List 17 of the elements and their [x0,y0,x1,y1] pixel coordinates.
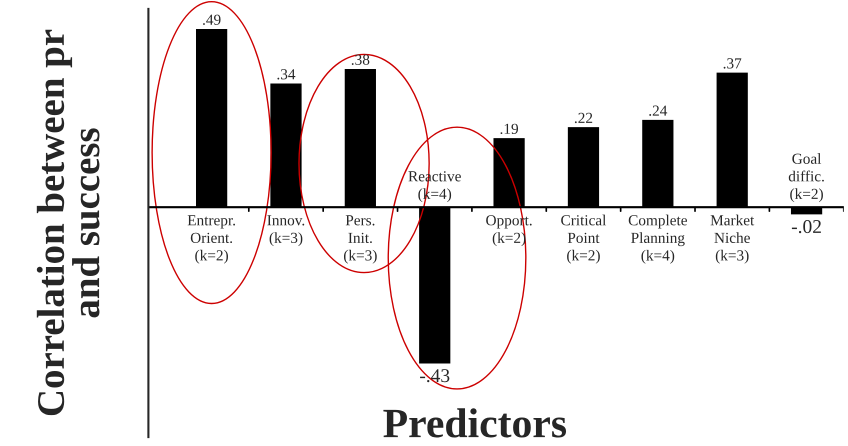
x-axis-title: Predictors [383,408,566,438]
x-tick-label: Market Niche (k=3) [710,214,754,264]
x-tick-label: Innov. (k=3) [267,215,304,246]
data-label: .38 [352,54,370,65]
x-tick-label: Goal diffic. (k=2) [788,153,824,202]
x-tick-label: Pers. Init. (k=3) [344,215,377,264]
x-tick-label: Critical Point (k=2) [561,214,606,264]
x-tick-label: Entrepr. Orient. (k=2) [188,215,236,264]
data-label: .24 [649,106,668,116]
data-label: .37 [724,58,742,69]
data-label: .22 [574,112,592,124]
data-label: .49 [203,14,221,25]
x-tick-label: Complete Planning (k=4) [628,214,688,264]
data-label: .19 [500,124,518,134]
y-axis-title: Correlation between pr and success [36,30,100,416]
data-label: .34 [277,69,296,80]
data-label: -.02 [792,220,821,234]
